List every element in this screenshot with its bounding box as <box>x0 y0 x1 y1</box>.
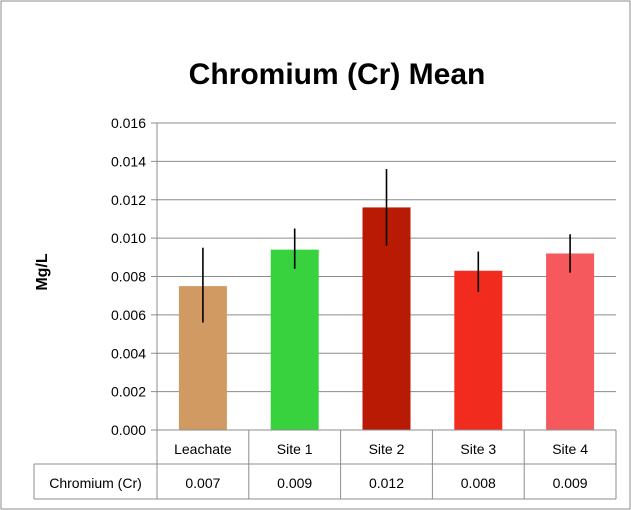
error-bars <box>202 169 571 323</box>
bars <box>178 207 595 430</box>
y-tick-label: 0.014 <box>111 153 146 169</box>
table-row-label: Chromium (Cr) <box>49 475 142 491</box>
y-tick-label: 0.016 <box>111 115 146 131</box>
category-label: Site 1 <box>277 441 313 457</box>
bar <box>546 253 595 430</box>
chart-title: Chromium (Cr) Mean <box>189 58 486 91</box>
y-tick-label: 0.010 <box>111 230 146 246</box>
category-label: Site 2 <box>369 441 405 457</box>
category-label: Site 4 <box>552 441 588 457</box>
y-tick-labels: 0.000 0.002 0.004 0.006 0.008 0.010 0.012 0.014… <box>111 115 157 438</box>
table-value: 0.007 <box>185 475 220 491</box>
bar <box>454 270 503 430</box>
y-tick-label: 0.008 <box>111 269 146 285</box>
category-label: Leachate <box>174 441 232 457</box>
bar <box>270 249 319 430</box>
category-label: Site 3 <box>460 441 496 457</box>
y-tick-label: 0.002 <box>111 384 146 400</box>
table-value: 0.009 <box>277 475 312 491</box>
y-axis-label: Mg/L <box>34 253 51 291</box>
table-value: 0.009 <box>553 475 588 491</box>
data-table: Leachate 0.007 Site 1 0.009 Site 2 0.012 Site … <box>33 429 617 500</box>
y-tick-label: 0.012 <box>111 192 146 208</box>
y-tick-label: 0.006 <box>111 307 146 323</box>
y-tick-label: 0.000 <box>111 422 146 438</box>
y-tick-label: 0.004 <box>111 345 146 361</box>
table-value: 0.008 <box>461 475 496 491</box>
table-value: 0.012 <box>369 475 404 491</box>
